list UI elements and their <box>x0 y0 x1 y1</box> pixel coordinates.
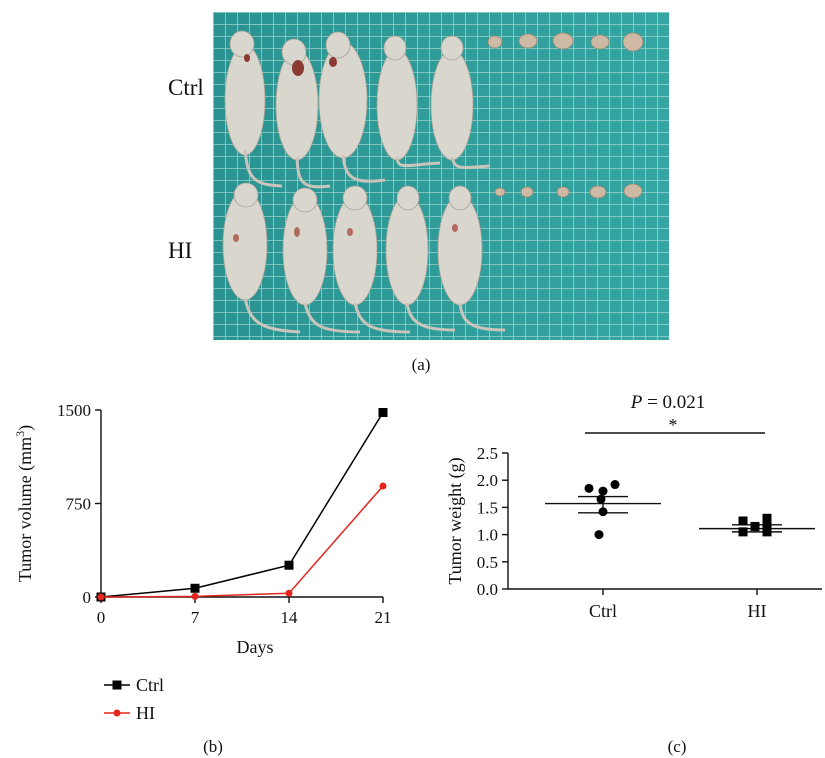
mouse <box>282 187 361 334</box>
data-point-ctrl <box>584 483 594 493</box>
y-axis-label-main: Tumor volume (mm <box>15 437 36 582</box>
caption-c: (c) <box>668 737 687 756</box>
series-line-ctrl <box>100 412 384 598</box>
panel-c: 0.0 0.5 1.0 1.5 2.0 2.5 Ctrl HI Tumor weight (g… <box>445 392 822 621</box>
y-axis-label-superscript: 3 <box>13 431 27 437</box>
data-point-hi <box>379 482 387 490</box>
series-line-hi <box>100 485 384 598</box>
mouse <box>275 38 331 189</box>
mouse <box>376 35 441 168</box>
x-tick-label: 0 <box>97 608 106 627</box>
x-tick-label: Ctrl <box>589 601 617 621</box>
p-value-symbol: P <box>630 392 643 413</box>
y-tick-label: 750 <box>66 495 92 514</box>
data-point-ctrl <box>598 507 608 517</box>
mouse <box>224 30 283 188</box>
y-tick-label: 0.5 <box>477 553 498 572</box>
x-axis-label: Days <box>237 637 274 657</box>
hi-tumors <box>494 183 643 199</box>
row-label-hi: HI <box>168 238 192 263</box>
y-tick-label: 2.0 <box>477 471 498 490</box>
ctrl-tumors <box>487 32 644 52</box>
dot-plot-axes: 0.0 0.5 1.0 1.5 2.0 2.5 Ctrl HI <box>477 444 822 621</box>
data-point-hi <box>738 527 748 537</box>
legend-marker-hi <box>113 709 121 717</box>
x-tick-label: HI <box>748 601 767 621</box>
y-tick-label: 2.5 <box>477 444 498 463</box>
data-point-hi <box>97 593 105 601</box>
y-axis-label-end: ) <box>15 425 36 431</box>
data-point-ctrl <box>598 486 608 496</box>
legend-label-ctrl: Ctrl <box>136 675 164 695</box>
mouse <box>385 185 456 332</box>
y-tick-label: 1.5 <box>477 498 498 517</box>
row-label-ctrl: Ctrl <box>168 75 204 100</box>
y-tick-label: 0 <box>83 588 92 607</box>
data-point-ctrl <box>378 407 388 417</box>
data-point-ctrl <box>596 494 606 504</box>
hi-wounds <box>233 224 458 242</box>
mouse <box>437 185 506 332</box>
data-point-ctrl <box>594 530 604 540</box>
y-axis-label: Tumor volume (mm3) <box>13 425 36 582</box>
y-tick-label: 1.0 <box>477 526 498 545</box>
significance-star: * <box>669 415 678 435</box>
mouse <box>318 31 386 183</box>
y-tick-label: 1500 <box>57 401 91 420</box>
panel-b: 0 750 1500 0 7 14 21 Tumor volume (mm3) Days C… <box>13 401 392 723</box>
panel-a <box>213 12 669 340</box>
mouse <box>222 182 301 334</box>
data-point-ctrl <box>190 583 200 593</box>
line-chart-series <box>96 407 388 602</box>
x-tick-label: 21 <box>375 608 392 627</box>
mouse <box>430 35 491 169</box>
x-tick-label: 7 <box>191 608 200 627</box>
p-value-text: = 0.021 <box>642 392 705 413</box>
legend-marker-ctrl <box>112 680 122 690</box>
data-point-ctrl <box>284 560 294 570</box>
y-axis-label: Tumor weight (g) <box>445 457 466 584</box>
data-point-hi <box>738 516 748 526</box>
hi-mice <box>222 182 506 334</box>
data-point-hi <box>285 589 293 597</box>
line-chart-axes: 0 750 1500 0 7 14 21 <box>57 401 392 627</box>
data-point-hi <box>762 521 772 531</box>
data-point-hi <box>750 521 760 531</box>
legend-label-hi: HI <box>136 703 155 723</box>
dot-plot-points <box>545 480 815 540</box>
p-value-label: P = 0.021 <box>630 392 706 413</box>
data-point-hi <box>762 527 772 537</box>
data-point-hi <box>762 513 772 523</box>
caption-b: (b) <box>203 737 223 756</box>
caption-a: (a) <box>412 355 431 374</box>
ctrl-wounds <box>244 54 337 76</box>
y-tick-label: 0.0 <box>477 580 498 599</box>
data-point-hi <box>191 592 199 600</box>
legend: Ctrl HI <box>104 675 164 723</box>
mouse <box>332 185 411 334</box>
x-tick-label: 14 <box>281 608 299 627</box>
ctrl-mice <box>224 30 491 189</box>
data-point-ctrl <box>610 480 620 490</box>
